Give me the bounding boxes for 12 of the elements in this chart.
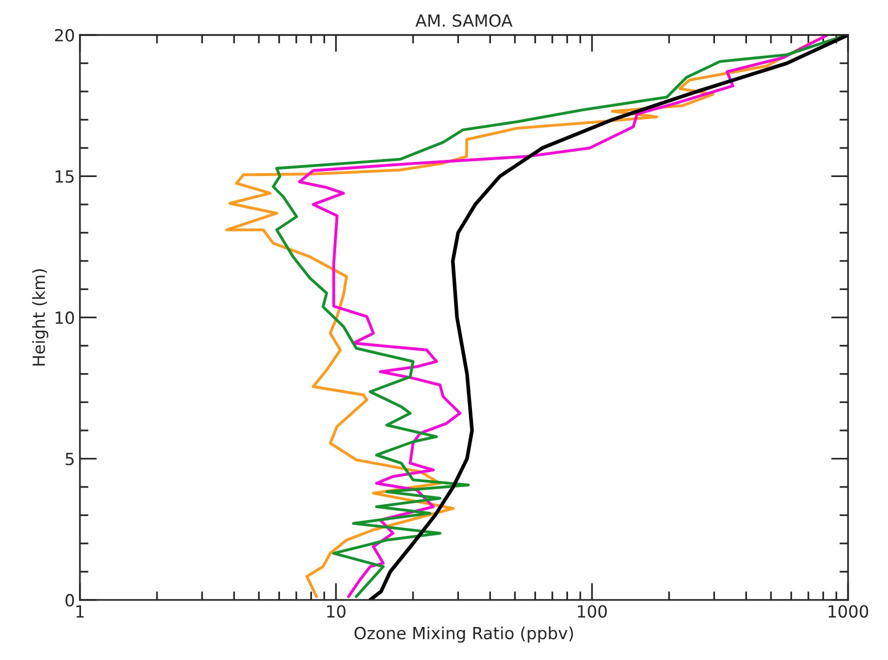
x-tick-label: 1 [76, 605, 84, 618]
y-tick-label: 5 [66, 452, 74, 466]
x-tick-label: 1000 [828, 605, 868, 618]
y-tick-label: 20 [55, 28, 74, 42]
y-tick-label: 0 [66, 594, 74, 607]
x-axis-title: Ozone Mixing Ratio (ppbv) [354, 626, 573, 643]
y-axis-title: Height (km) [32, 269, 48, 366]
chart-title: AM. SAMOA [415, 14, 512, 27]
y-tick-label: 10 [56, 311, 74, 324]
y-tick-label: 15 [56, 170, 74, 183]
x-tick-label: 100 [578, 605, 607, 618]
x-tick-label: 10 [327, 605, 346, 618]
